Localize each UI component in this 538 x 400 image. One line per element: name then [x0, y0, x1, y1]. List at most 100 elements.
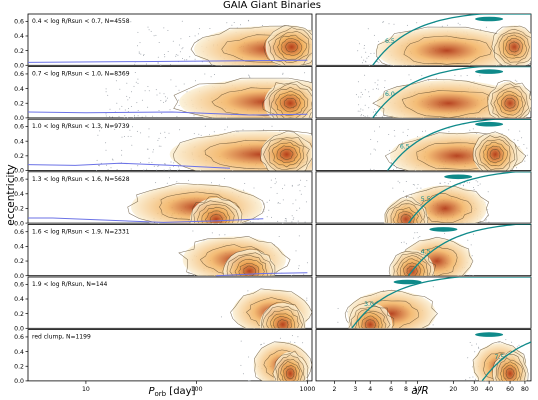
right-panel-3-core-contour	[384, 196, 429, 224]
right-panel-0-core-contour	[508, 41, 520, 53]
scatter-point	[412, 184, 414, 185]
right-panel: 5.5	[315, 171, 532, 224]
y-tick-label: 0.6	[14, 19, 24, 26]
scatter-point	[375, 149, 376, 151]
scatter-point	[148, 128, 150, 130]
teal-marker	[429, 227, 458, 232]
y-tick-label: 0.4	[14, 138, 24, 145]
scatter-point	[377, 79, 379, 81]
left-panel-2-core-contour	[276, 145, 298, 163]
scatter-point	[224, 129, 226, 131]
left-panel-6-core-contour	[275, 354, 306, 381]
scatter-point	[370, 117, 372, 118]
curve-label: 6.5	[400, 143, 410, 150]
scatter-point	[194, 58, 196, 60]
scatter-point	[361, 114, 363, 116]
x-tick-label: 30	[470, 386, 478, 393]
scatter-point	[367, 115, 369, 117]
left-panel-5-core-density	[260, 301, 306, 329]
y-tick-label: 0.2	[14, 258, 24, 265]
teal-marker	[393, 279, 422, 285]
scatter-point	[521, 137, 523, 139]
scatter-point	[138, 52, 140, 54]
scatter-point	[516, 167, 517, 169]
scatter-point	[105, 88, 107, 90]
scatter-point	[508, 129, 510, 131]
scatter-point	[260, 344, 262, 346]
scatter-point	[119, 88, 121, 90]
scatter-point	[444, 182, 446, 184]
y-tick-label: 0.2	[14, 100, 24, 107]
scatter-point	[214, 74, 215, 75]
scatter-point	[360, 96, 362, 98]
scatter-point	[366, 57, 368, 59]
scatter-point	[363, 115, 365, 117]
scatter-point	[189, 36, 191, 37]
left-panel-1-outer-contour	[173, 77, 312, 118]
scatter-point	[377, 141, 379, 143]
scatter-point	[139, 42, 141, 44]
scatter-point	[211, 182, 212, 184]
scatter-point	[517, 139, 519, 141]
scatter-point	[134, 72, 136, 73]
scatter-point	[304, 186, 306, 187]
left-panel-5-core-contour	[270, 313, 296, 329]
scatter-point	[105, 149, 107, 151]
scatter-point	[143, 169, 145, 171]
scatter-point	[156, 169, 158, 171]
right-panel-5-outer-contour	[344, 289, 438, 329]
scatter-point	[364, 74, 366, 76]
scatter-point	[432, 286, 434, 288]
left-panel-5-core-contour	[262, 306, 303, 329]
x-tick-label: 10	[414, 386, 422, 393]
scatter-point	[152, 115, 154, 117]
x-tick-label: 10	[82, 386, 90, 393]
scatter-point	[368, 56, 370, 57]
scatter-point	[96, 159, 98, 161]
scatter-point	[137, 78, 139, 80]
scatter-point	[414, 232, 416, 234]
scatter-point	[136, 102, 138, 104]
scatter-point	[220, 316, 222, 318]
scatter-point	[175, 55, 177, 57]
scatter-point	[157, 62, 159, 64]
left-panel-5-core-contour	[272, 315, 292, 329]
scatter-point	[200, 134, 202, 136]
scatter-point	[400, 242, 402, 244]
scatter-point	[129, 97, 131, 99]
scatter-point	[123, 117, 125, 119]
scatter-point	[249, 380, 251, 382]
panel-label: 1.6 < log R/Rsun < 1.9, N=2331	[32, 228, 130, 235]
scatter-point	[173, 162, 175, 164]
scatter-point	[193, 275, 195, 276]
left-panel-1-core-contour	[284, 98, 297, 109]
scatter-point	[127, 99, 129, 101]
scatter-point	[192, 230, 194, 232]
envelope-line	[27, 162, 231, 169]
x-axis-label-a-over-r: a/R	[411, 385, 428, 397]
scatter-point	[158, 42, 160, 43]
scatter-point	[405, 243, 407, 245]
scatter-point	[477, 185, 479, 186]
scatter-point	[111, 158, 113, 160]
y-tick-label: 0.0	[14, 326, 24, 333]
right-panel-2-core-contour	[479, 139, 511, 171]
scatter-point	[276, 192, 278, 194]
scatter-point	[374, 82, 376, 84]
scatter-point	[137, 45, 138, 47]
scatter-point	[176, 181, 178, 183]
scatter-point	[382, 21, 384, 23]
scatter-point	[485, 220, 487, 222]
scatter-point	[248, 74, 250, 76]
scatter-point	[306, 180, 308, 182]
scatter-point	[266, 201, 268, 203]
right-panel-2-core-contour	[474, 135, 516, 171]
scatter-point	[132, 117, 134, 119]
scatter-point	[278, 236, 280, 237]
scatter-point	[247, 290, 249, 292]
scatter-point	[422, 130, 423, 132]
scatter-point	[127, 117, 129, 119]
scatter-point	[407, 128, 409, 130]
scatter-point	[379, 126, 380, 128]
left-panel-1-core-contour	[262, 81, 312, 118]
